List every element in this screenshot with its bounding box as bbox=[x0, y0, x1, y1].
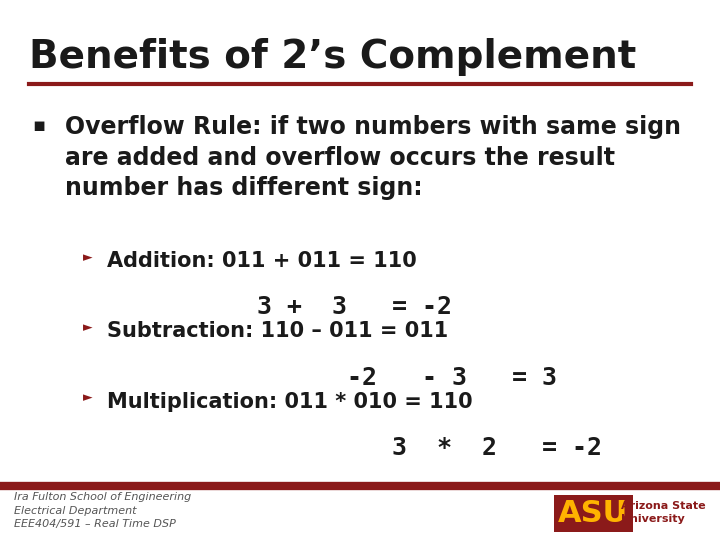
Text: 3  *  2   = -2: 3 * 2 = -2 bbox=[107, 436, 601, 460]
Text: 3 +  3   = -2: 3 + 3 = -2 bbox=[107, 295, 451, 319]
Text: Addition: 011 + 011 = 110: Addition: 011 + 011 = 110 bbox=[107, 251, 416, 271]
Text: ►: ► bbox=[83, 251, 92, 264]
Text: Benefits of 2’s Complement: Benefits of 2’s Complement bbox=[29, 38, 636, 76]
Text: Subtraction: 110 – 011 = 011: Subtraction: 110 – 011 = 011 bbox=[107, 321, 448, 341]
Text: Overflow Rule: if two numbers with same sign
are added and overflow occurs the r: Overflow Rule: if two numbers with same … bbox=[65, 115, 681, 200]
Text: Ira Fulton School of Engineering
Electrical Department
EEE404/591 – Real Time DS: Ira Fulton School of Engineering Electri… bbox=[14, 492, 192, 529]
Text: ►: ► bbox=[83, 321, 92, 334]
Text: ▪: ▪ bbox=[32, 116, 45, 135]
Text: ASU: ASU bbox=[558, 499, 629, 528]
Text: Multiplication: 011 * 010 = 110: Multiplication: 011 * 010 = 110 bbox=[107, 392, 472, 411]
Text: Arizona State
University: Arizona State University bbox=[621, 501, 706, 524]
Text: ►: ► bbox=[83, 392, 92, 404]
Text: -2   - 3   = 3: -2 - 3 = 3 bbox=[107, 366, 557, 389]
